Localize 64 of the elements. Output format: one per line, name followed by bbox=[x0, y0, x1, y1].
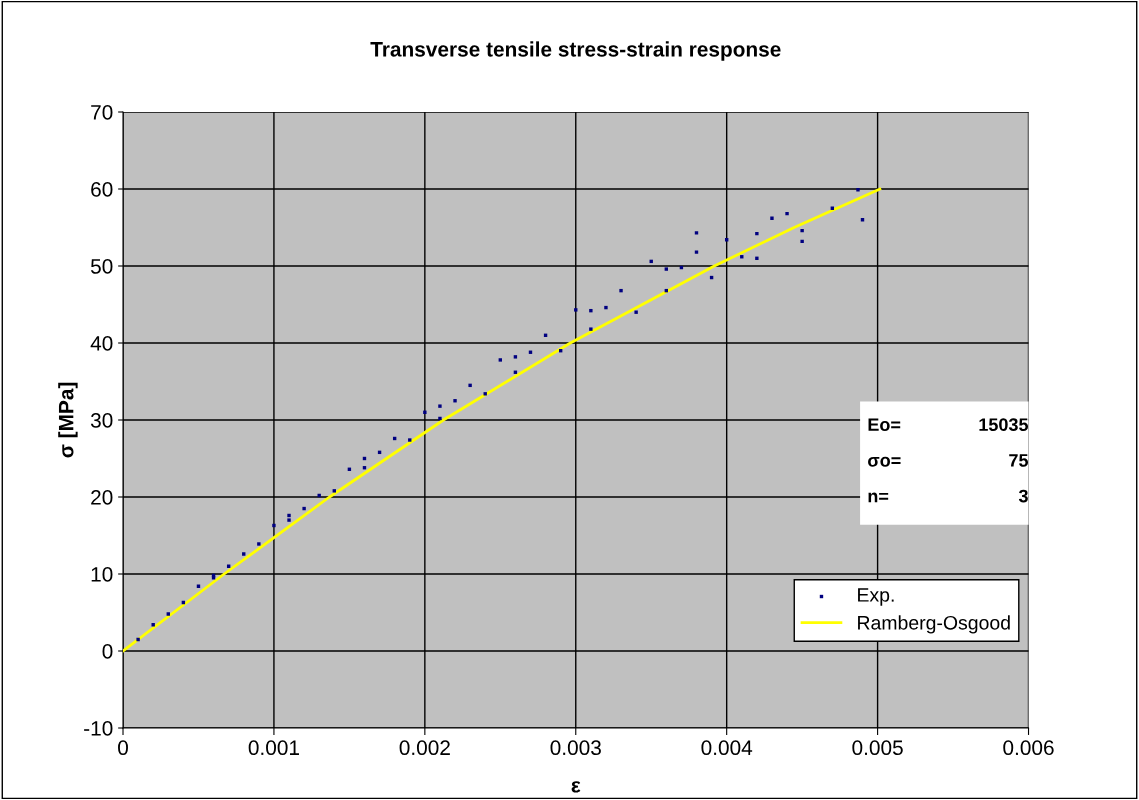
point bbox=[856, 188, 860, 192]
point bbox=[438, 404, 442, 408]
point bbox=[257, 542, 261, 546]
point bbox=[151, 623, 155, 627]
point bbox=[634, 310, 638, 314]
y-axis-title: σ [MPa] bbox=[58, 382, 78, 458]
point bbox=[800, 239, 804, 244]
point bbox=[332, 489, 336, 493]
x-tick-label: 0.006 bbox=[1003, 740, 1054, 756]
point bbox=[589, 308, 593, 313]
y-tick-label: 60 bbox=[91, 182, 113, 197]
x-tick-label: 0.001 bbox=[248, 740, 299, 756]
x-tick-label: 0.002 bbox=[399, 740, 450, 756]
y-tick-label: 30 bbox=[90, 413, 113, 428]
point bbox=[664, 267, 669, 271]
x-tick-label: 0 bbox=[118, 740, 128, 756]
point bbox=[242, 552, 246, 556]
point bbox=[694, 231, 699, 235]
point bbox=[604, 305, 608, 310]
point bbox=[755, 231, 759, 236]
annotation: 15035 bbox=[979, 418, 1029, 432]
point bbox=[468, 383, 472, 388]
point bbox=[166, 612, 170, 616]
y-tick-label: 50 bbox=[90, 259, 113, 274]
point bbox=[770, 216, 774, 220]
annotation: 3 bbox=[1018, 489, 1028, 503]
point bbox=[785, 211, 789, 216]
legend-label: Exp. bbox=[858, 588, 894, 606]
point bbox=[438, 416, 442, 421]
annotation: σo= bbox=[868, 456, 901, 467]
point bbox=[589, 327, 593, 331]
point bbox=[136, 637, 140, 642]
point bbox=[483, 392, 487, 396]
point bbox=[423, 410, 427, 414]
y-tick-label: 20 bbox=[91, 490, 113, 505]
y-tick-label: 70 bbox=[91, 105, 113, 120]
y-tick-label: 0 bbox=[102, 644, 113, 659]
x-axis-title: ε bbox=[571, 781, 581, 793]
point bbox=[302, 506, 306, 511]
x-tick-label: 0.003 bbox=[550, 740, 601, 756]
point bbox=[287, 513, 291, 518]
annotation: n= bbox=[868, 492, 889, 503]
y-tick-label: -10 bbox=[84, 721, 113, 736]
point bbox=[574, 308, 578, 312]
point bbox=[694, 250, 699, 254]
point bbox=[287, 518, 291, 522]
chart-title: Transverse tensile stress-strain response bbox=[370, 41, 781, 61]
y-tick-label: 40 bbox=[90, 336, 113, 351]
point bbox=[619, 288, 623, 293]
y-tick-label: 10 bbox=[91, 567, 113, 582]
point bbox=[513, 355, 518, 359]
point bbox=[272, 523, 276, 528]
annotation: Eo= bbox=[868, 418, 901, 432]
point bbox=[453, 399, 457, 403]
point bbox=[800, 228, 804, 233]
x-tick-label: 0.005 bbox=[852, 740, 903, 756]
x-tick-label: 0.004 bbox=[701, 740, 753, 756]
point bbox=[408, 438, 412, 442]
point bbox=[498, 358, 503, 362]
point bbox=[860, 218, 865, 222]
point bbox=[724, 238, 729, 242]
legend-label: Ramberg-Osgood bbox=[858, 615, 1010, 634]
point bbox=[755, 256, 759, 260]
annotation: 75 bbox=[1009, 454, 1029, 467]
